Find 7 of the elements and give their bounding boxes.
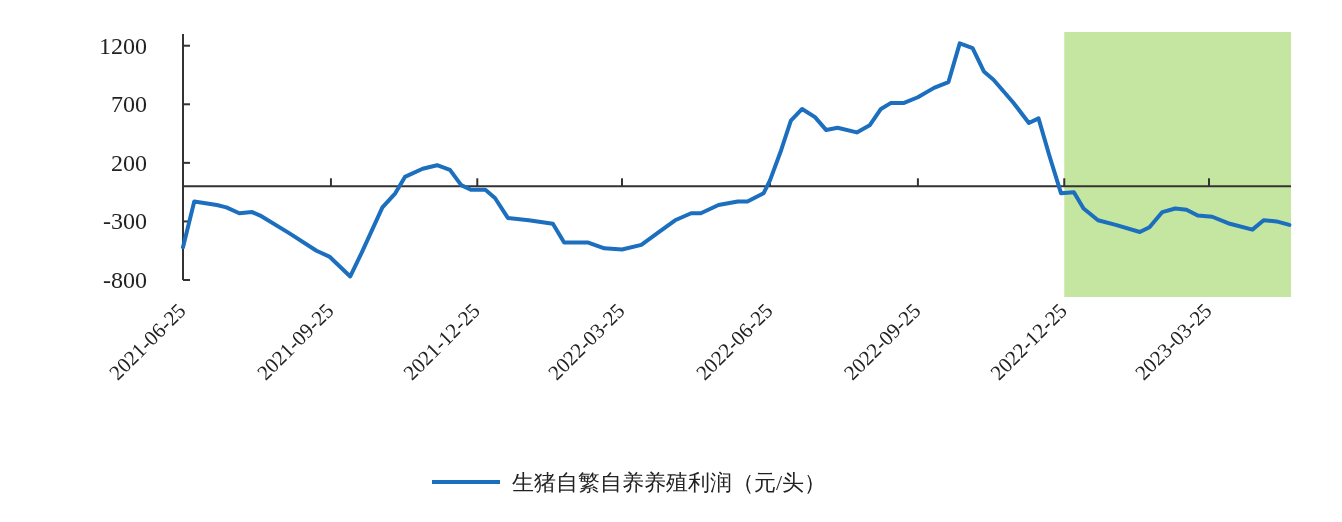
y-tick-label: -800 — [103, 267, 147, 293]
line-series — [181, 41, 1292, 279]
y-tick-label: 200 — [111, 149, 147, 176]
y-tick-label: -300 — [103, 208, 147, 235]
y-tick-label: 1200 — [99, 32, 147, 59]
y-tick-label: 700 — [111, 91, 147, 118]
legend-label: 生猪自繁自养养殖利润（元/头） — [512, 470, 827, 495]
